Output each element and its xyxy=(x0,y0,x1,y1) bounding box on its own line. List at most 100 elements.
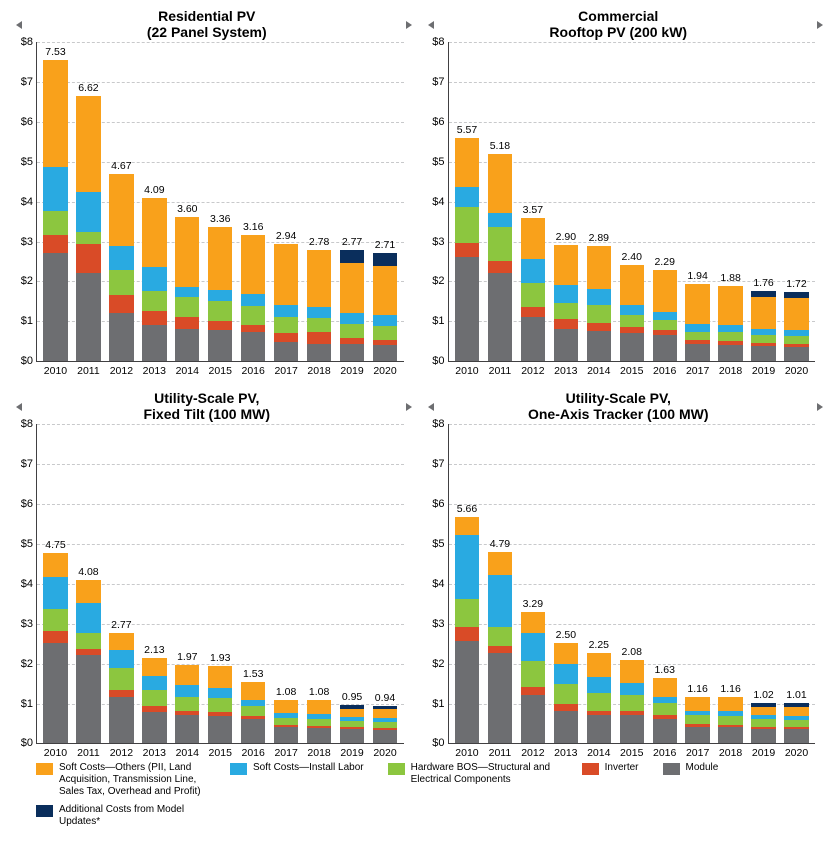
y-tick-label: $8 xyxy=(21,418,37,430)
y-tick-label: $8 xyxy=(432,36,448,48)
bar-stack xyxy=(340,705,364,743)
bar-column: 5.182011 xyxy=(483,42,516,361)
segment-inverter xyxy=(455,627,479,641)
segment-inverter xyxy=(455,243,479,257)
segment-soft_other xyxy=(307,250,331,307)
x-tick-label: 2017 xyxy=(686,365,709,377)
x-tick-label: 2012 xyxy=(521,747,544,759)
bar-column: 3.162016 xyxy=(237,42,270,361)
segment-hardware_bos xyxy=(208,301,232,321)
segment-module xyxy=(43,643,67,743)
segment-soft_labor xyxy=(554,664,578,684)
bar-total-label: 2.08 xyxy=(622,646,642,658)
panel-title-line1: Utility-Scale PV, xyxy=(418,390,820,406)
panel-grid: Residential PV(22 Panel System)$0$1$2$3$… xyxy=(6,8,819,744)
bar-total-label: 1.93 xyxy=(210,652,230,664)
legend-swatch xyxy=(36,805,53,817)
bar-column: 2.892014 xyxy=(582,42,615,361)
segment-inverter xyxy=(241,325,265,332)
y-tick-label: $2 xyxy=(21,658,37,670)
y-tick-label: $7 xyxy=(21,76,37,88)
segment-soft_labor xyxy=(587,677,611,693)
bar-column: 2.712020 xyxy=(369,42,402,361)
bar-column: 4.752010 xyxy=(39,424,72,743)
y-tick-label: $0 xyxy=(432,355,448,367)
segment-inverter xyxy=(521,307,545,317)
segment-soft_labor xyxy=(43,167,67,211)
segment-soft_other xyxy=(241,235,265,294)
x-tick-label: 2013 xyxy=(143,747,166,759)
segment-soft_other xyxy=(620,660,644,683)
segment-soft_other xyxy=(554,643,578,664)
segment-module xyxy=(521,317,545,361)
segment-model_updates xyxy=(340,250,364,263)
x-tick-label: 2015 xyxy=(209,365,232,377)
segment-soft_labor xyxy=(340,313,364,324)
segment-module xyxy=(175,715,199,743)
segment-module xyxy=(488,273,512,361)
segment-soft_other xyxy=(76,580,100,603)
x-tick-label: 2017 xyxy=(686,747,709,759)
panel-title-line2: (22 Panel System) xyxy=(6,24,408,40)
bar-stack xyxy=(109,633,133,744)
segment-inverter xyxy=(109,690,133,697)
segment-hardware_bos xyxy=(620,695,644,712)
legend-item-soft_other: Soft Costs—Others (PII, Land Acquisition… xyxy=(36,762,206,798)
x-tick-label: 2016 xyxy=(653,365,676,377)
y-tick-label: $5 xyxy=(432,538,448,550)
bar-column: 4.792011 xyxy=(483,424,516,743)
bar-stack xyxy=(274,700,298,743)
x-tick-label: 2010 xyxy=(455,365,478,377)
segment-module xyxy=(241,719,265,743)
bar-total-label: 4.75 xyxy=(45,539,65,551)
x-tick-label: 2014 xyxy=(587,747,610,759)
bar-stack xyxy=(142,198,166,362)
bar-column: 2.292016 xyxy=(648,42,681,361)
panel-2: Utility-Scale PV,Fixed Tilt (100 MW)$0$1… xyxy=(6,390,408,744)
x-tick-label: 2019 xyxy=(340,747,363,759)
legend-swatch xyxy=(388,763,405,775)
segment-hardware_bos xyxy=(751,335,775,343)
segment-soft_other xyxy=(521,612,545,634)
x-tick-label: 2011 xyxy=(489,365,512,377)
legend-label: Hardware BOS—Structural and Electrical C… xyxy=(411,762,558,786)
segment-soft_labor xyxy=(142,267,166,291)
segment-soft_other xyxy=(274,244,298,306)
segment-soft_labor xyxy=(142,676,166,690)
segment-soft_other xyxy=(521,218,545,259)
x-tick-label: 2016 xyxy=(653,747,676,759)
segment-soft_other xyxy=(43,553,67,577)
segment-hardware_bos xyxy=(784,336,808,344)
y-tick-label: $4 xyxy=(21,196,37,208)
segment-hardware_bos xyxy=(307,318,331,332)
segment-soft_labor xyxy=(685,324,709,332)
segment-module xyxy=(554,711,578,744)
bar-stack xyxy=(587,653,611,743)
x-tick-label: 2013 xyxy=(143,365,166,377)
segment-soft_labor xyxy=(653,312,677,321)
segment-soft_labor xyxy=(455,187,479,207)
x-tick-label: 2014 xyxy=(176,747,199,759)
bar-stack xyxy=(685,284,709,362)
y-tick-label: $3 xyxy=(21,236,37,248)
bar-column: 3.292012 xyxy=(516,424,549,743)
bar-total-label: 1.08 xyxy=(276,686,296,698)
bar-stack xyxy=(620,265,644,361)
y-tick-label: $2 xyxy=(432,658,448,670)
y-tick-label: $7 xyxy=(432,458,448,470)
segment-module xyxy=(274,727,298,743)
segment-soft_labor xyxy=(76,603,100,633)
bar-column: 1.162018 xyxy=(714,424,747,743)
segment-hardware_bos xyxy=(43,211,67,235)
legend-swatch xyxy=(230,763,247,775)
segment-inverter xyxy=(274,333,298,342)
x-tick-label: 2015 xyxy=(209,747,232,759)
segment-hardware_bos xyxy=(340,324,364,338)
segment-hardware_bos xyxy=(685,332,709,341)
segment-soft_other xyxy=(488,552,512,575)
x-tick-label: 2011 xyxy=(489,747,512,759)
bar-column: 1.082018 xyxy=(303,424,336,743)
segment-soft_other xyxy=(685,697,709,711)
bar-stack xyxy=(76,96,100,361)
segment-module xyxy=(76,655,100,743)
